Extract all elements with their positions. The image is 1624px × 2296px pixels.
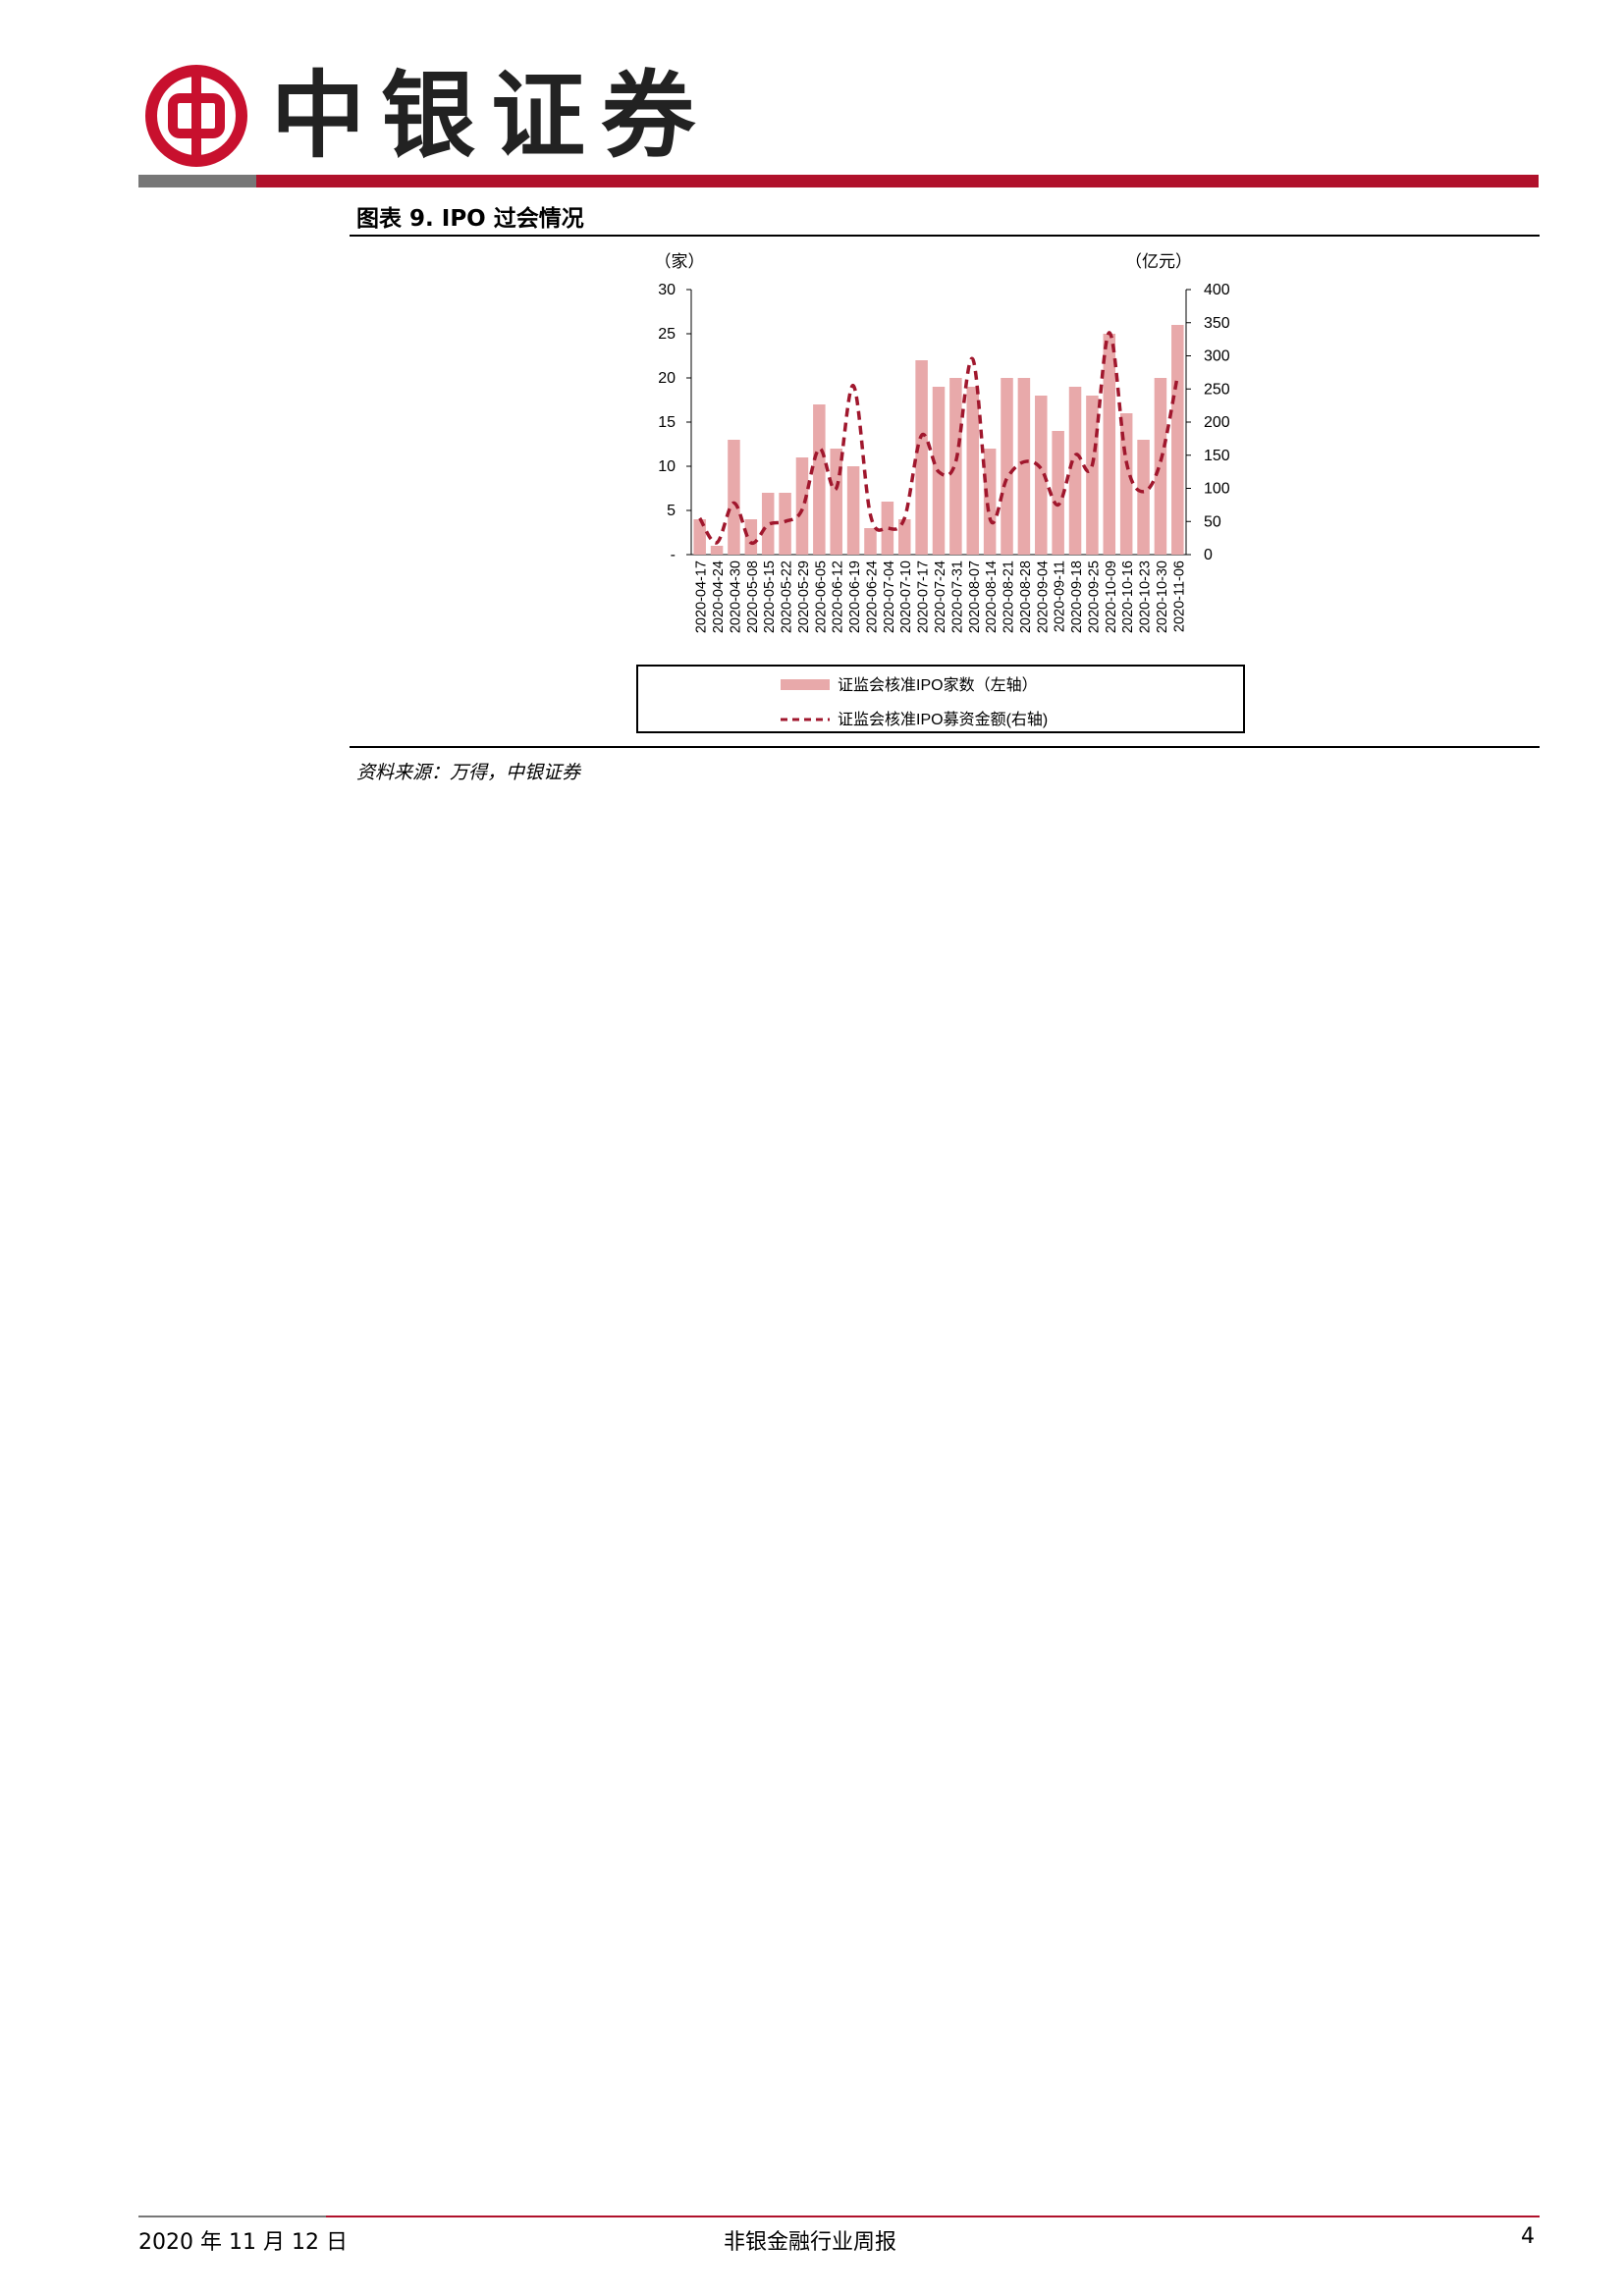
heading-rule [350,235,1540,237]
bar [881,502,894,555]
x-tick-label: 2020-08-14 [984,561,1000,633]
x-tick-label: 2020-06-24 [864,561,880,633]
x-tick-label: 2020-05-29 [796,561,812,633]
bar [1017,378,1031,555]
source-note: 资料来源：万得，中银证券 [356,762,581,783]
left-axis-unit: （家） [655,252,705,271]
bar [897,519,911,555]
header-bar-gray [138,175,256,187]
left-tick-label: 10 [658,458,676,475]
x-tick-label: 2020-09-11 [1053,561,1068,632]
x-tick-label: 2020-04-24 [711,561,727,633]
x-tick-label: 2020-09-18 [1069,561,1085,633]
x-tick-label: 2020-10-30 [1155,561,1170,633]
x-tick-label: 2020-10-09 [1104,561,1119,633]
footer-rule-red [326,2216,1540,2217]
bar [1137,440,1150,555]
left-tick-label: 30 [658,282,676,298]
legend-bar-swatch [781,679,830,690]
x-tick-label: 2020-08-28 [1018,561,1034,633]
line-series [698,331,1180,546]
footer-rule-gray [138,2216,326,2217]
x-tick-label: 2020-07-31 [949,561,965,633]
figure-bottom-rule [350,746,1540,748]
x-tick-label: 2020-04-30 [728,561,743,633]
bar-series [693,325,1184,555]
left-tick-label: 20 [658,370,676,387]
bar [915,360,928,555]
legend-bar-label: 证监会核准IPO家数（左轴） [838,676,1038,694]
x-tick-label: 2020-08-21 [1001,561,1017,633]
bar [744,519,758,555]
bar [728,440,740,555]
header-bar-red [256,175,1539,187]
bar [983,449,997,555]
bar [761,493,775,555]
x-tick-label: 2020-10-16 [1120,561,1136,633]
x-tick-label: 2020-05-15 [762,561,778,633]
right-tick-label: 300 [1204,348,1230,365]
bar [1052,431,1064,555]
bar [710,546,724,555]
legend: 证监会核准IPO家数（左轴） 证监会核准IPO募资金额(右轴) [636,665,1245,733]
bar [1035,396,1048,555]
x-tick-label: 2020-05-22 [780,561,795,633]
x-tick-label: 2020-05-08 [745,561,761,633]
left-tick-label: 15 [658,414,676,431]
bar [813,404,826,555]
left-tick-label: 25 [658,326,676,343]
x-tick-label: 2020-06-12 [831,561,846,633]
bar [966,387,980,555]
x-tick-label: 2020-09-25 [1086,561,1102,633]
bar [1068,387,1082,555]
bar [846,466,860,555]
left-tick-label: 5 [667,503,676,519]
legend-line-label: 证监会核准IPO募资金额(右轴) [838,711,1048,728]
bar [830,449,842,555]
right-tick-label: 250 [1204,381,1230,398]
bar [795,457,809,555]
bar [1171,325,1184,555]
brand-name: 中银证券 [271,60,711,171]
left-tick-label: - [671,547,676,563]
legend-box [636,665,1245,733]
line-path [698,331,1180,546]
tick-labels: -510152025300501001502002503003504002020… [658,282,1230,633]
bar [949,378,962,555]
x-tick-label: 2020-06-05 [813,561,829,633]
right-tick-label: 100 [1204,481,1230,498]
bar [779,493,791,555]
right-tick-label: 350 [1204,315,1230,332]
right-tick-label: 200 [1204,414,1230,431]
footer-date: 2020 年 11 月 12 日 [138,2230,348,2255]
bar [1103,334,1116,555]
x-tick-label: 2020-11-06 [1171,561,1187,632]
x-tick-label: 2020-07-04 [882,561,897,633]
x-tick-label: 2020-04-17 [694,561,710,633]
ipo-chart: -510152025300501001502002503003504002020… [636,252,1245,733]
bar [1154,378,1167,555]
bar [864,528,877,555]
x-tick-label: 2020-08-07 [967,561,983,633]
x-tick-label: 2020-07-10 [898,561,914,633]
bank-logo [145,65,247,167]
x-tick-label: 2020-06-19 [847,561,863,633]
x-tick-label: 2020-10-23 [1138,561,1154,633]
bar [693,519,706,555]
right-axis-unit: （亿元） [1125,252,1192,271]
bar [1001,378,1013,555]
chart-heading: 图表 9. IPO 过会情况 [356,206,584,232]
x-tick-label: 2020-07-17 [916,561,932,633]
footer-report-title: 非银金融行业周报 [724,2230,897,2255]
x-tick-label: 2020-09-04 [1035,561,1051,633]
right-tick-label: 400 [1204,282,1230,298]
right-tick-label: 50 [1204,513,1221,530]
x-tick-label: 2020-07-24 [933,561,948,633]
right-tick-label: 0 [1204,547,1213,563]
right-tick-label: 150 [1204,448,1230,464]
page-number: 4 [1521,2224,1535,2249]
